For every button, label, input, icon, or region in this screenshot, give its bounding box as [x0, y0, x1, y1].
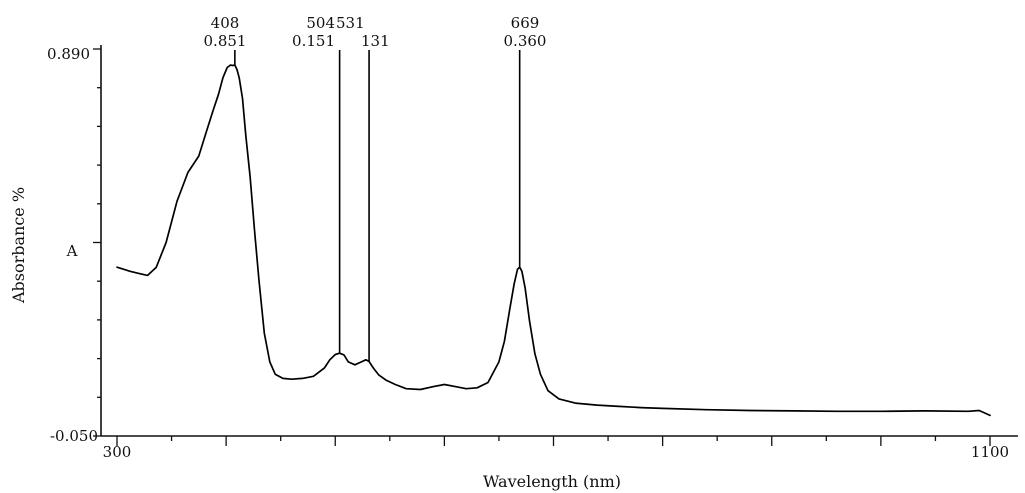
axes [100, 45, 1018, 437]
x-ticks [116, 436, 991, 446]
y-tick-label-bottom: -0.050 [50, 427, 98, 445]
peak-label-wl-531: 531 [336, 14, 365, 32]
peak-markers [234, 50, 521, 362]
peak-label-abs-669: 0.360 [504, 32, 547, 50]
peak-label-abs-408: 0.851 [204, 32, 247, 50]
peak-label-abs-504: 0.151 [292, 32, 335, 50]
x-axis-label: Wavelength (nm) [483, 472, 621, 491]
x-tick-label-start: 300 [103, 443, 132, 461]
y-mid-label: A [66, 242, 78, 260]
x-tick-label-end: 1100 [971, 443, 1009, 461]
peak-label-wl-408: 408 [211, 14, 240, 32]
spectrum-line [116, 64, 991, 417]
y-ticks [93, 48, 101, 437]
y-tick-label-top: 0.890 [47, 45, 90, 63]
peak-label-wl-504: 504 [306, 14, 335, 32]
y-axis-label: Absorbance % [9, 187, 28, 304]
peak-label-abs-531: 131 [361, 32, 390, 50]
peak-label-wl-669: 669 [511, 14, 540, 32]
